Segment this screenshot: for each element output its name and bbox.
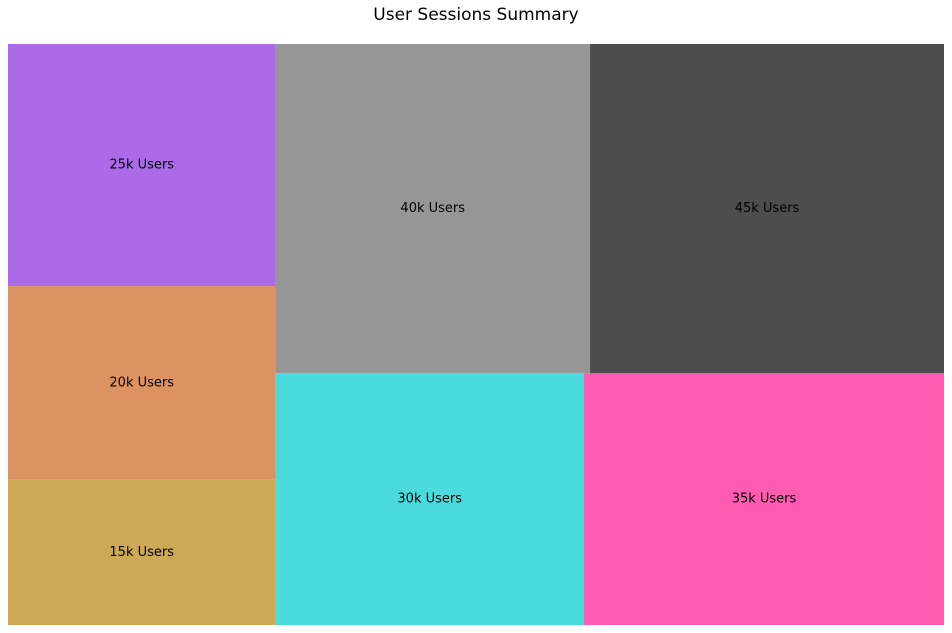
chart-title: User Sessions Summary — [373, 5, 579, 25]
treemap-tile — [584, 373, 944, 625]
tile-label: 20k Users — [109, 375, 174, 390]
treemap-tile — [8, 44, 276, 287]
tile-label: 40k Users — [400, 201, 465, 216]
tile-label: 15k Users — [109, 545, 174, 560]
treemap-tile — [275, 44, 591, 374]
tile-label: 25k Users — [109, 158, 174, 173]
treemap-tile — [275, 373, 584, 625]
tile-label: 35k Users — [732, 492, 797, 507]
tile-label: 30k Users — [397, 492, 462, 507]
treemap-tile — [8, 286, 276, 480]
treemap-tile — [590, 44, 944, 374]
treemap-tile — [8, 479, 276, 625]
tile-label: 45k Users — [735, 201, 800, 216]
